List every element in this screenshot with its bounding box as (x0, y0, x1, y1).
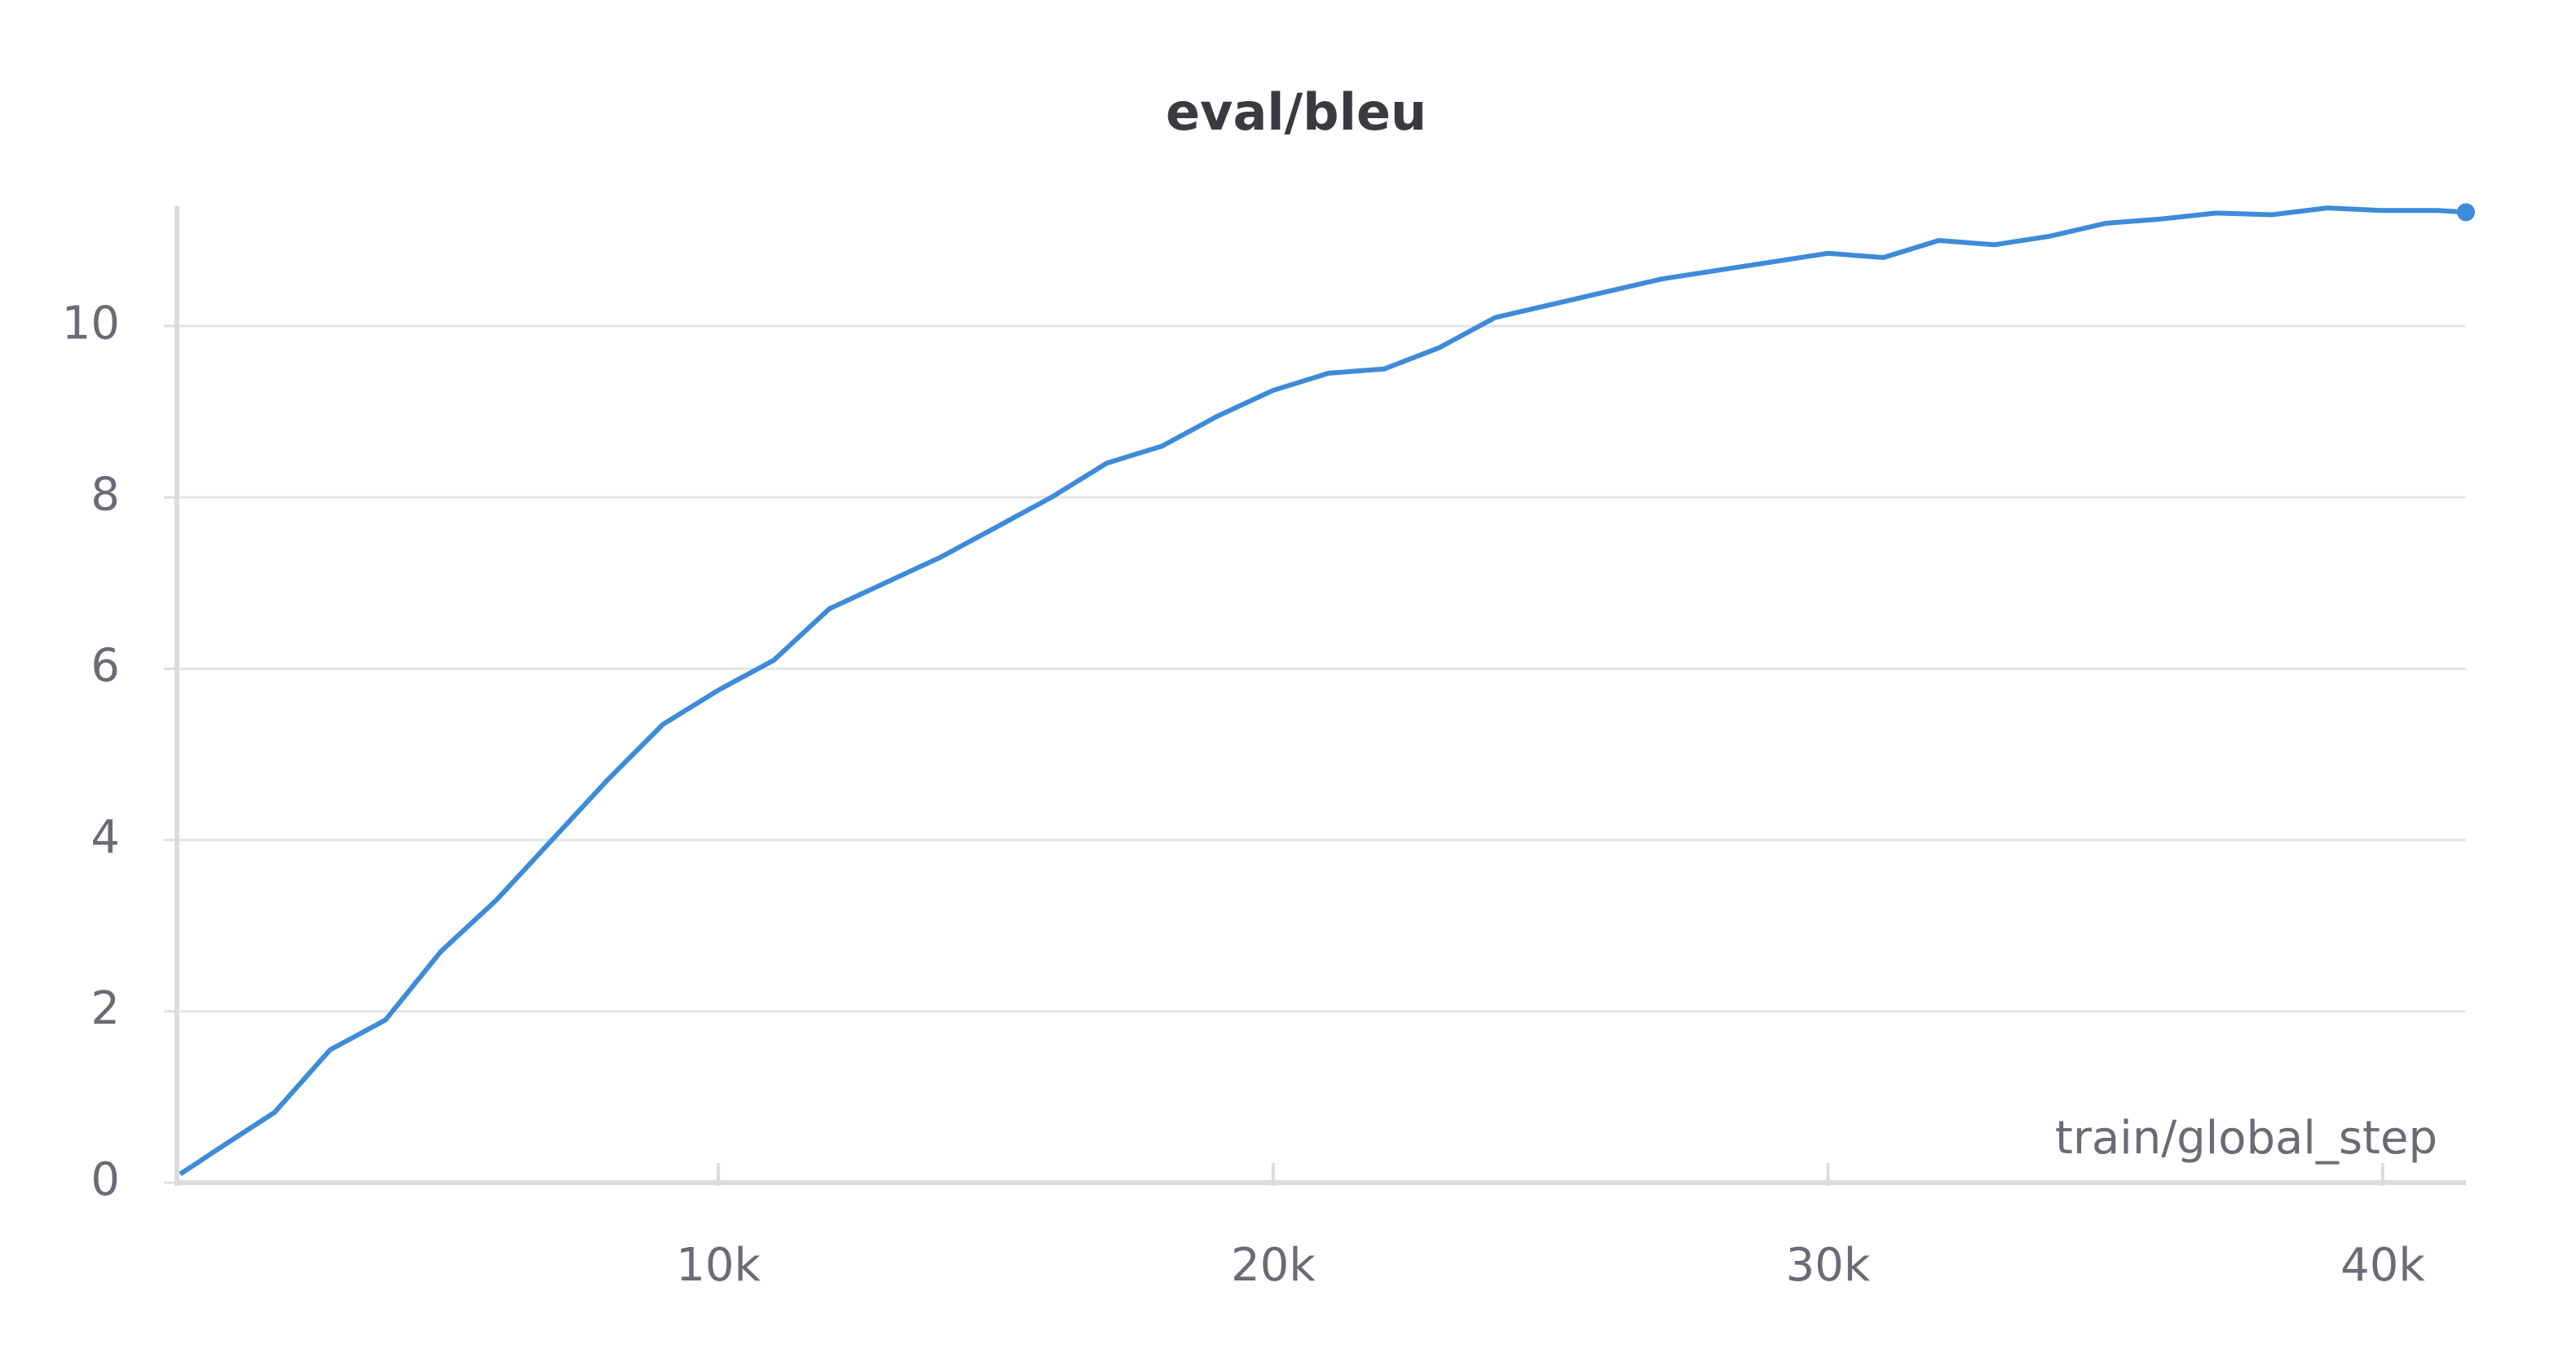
x-tick-label: 20k (1231, 1239, 1316, 1292)
y-tick-label: 2 (90, 982, 120, 1035)
chart-title: eval/bleu (1166, 82, 1427, 142)
y-tick-label: 10 (62, 297, 120, 350)
x-tick-label: 10k (676, 1239, 761, 1292)
y-tick-label: 8 (90, 468, 120, 521)
end-point (2457, 203, 2475, 222)
data-line (179, 205, 2467, 1176)
y-tick-label: 4 (90, 811, 120, 864)
x-axis-label: train/global_step (2055, 1112, 2437, 1165)
y-tick-label: 6 (90, 640, 120, 693)
y-tick-label: 0 (90, 1153, 120, 1206)
x-tick-label: 40k (2340, 1239, 2425, 1292)
x-tick-label: 30k (1786, 1239, 1871, 1292)
